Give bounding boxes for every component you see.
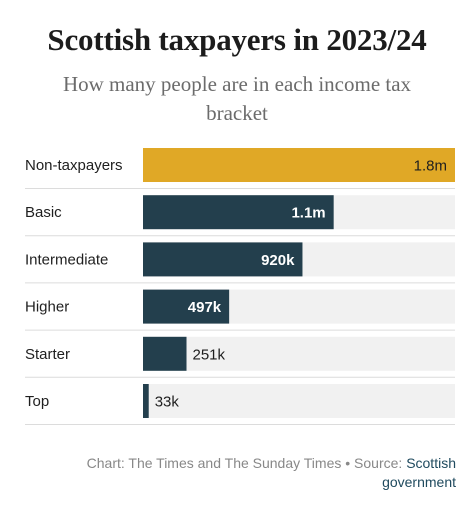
category-label: Non-taxpayers <box>25 157 123 174</box>
chart-rows: Non-taxpayers 1.8m Basic 1.1m Intermediate 92… <box>25 148 455 425</box>
value-label: 1.1m <box>291 205 325 222</box>
chart-title: Scottish taxpayers in 2023/24 <box>47 22 427 57</box>
bar-track <box>143 336 455 371</box>
bar <box>143 384 149 418</box>
category-label: Intermediate <box>25 251 108 268</box>
bar-track <box>143 384 455 418</box>
chart-subtitle: How many people are in each income tax b… <box>62 72 412 125</box>
bar <box>143 148 455 182</box>
category-label: Top <box>25 393 49 410</box>
bar <box>143 336 187 371</box>
bar <box>143 289 230 324</box>
source-link[interactable]: Scottish government <box>382 455 456 490</box>
value-label: 1.8m <box>414 158 447 175</box>
value-label: 251k <box>193 346 226 363</box>
value-label: 33k <box>155 394 180 411</box>
source-note: Chart: The Times and The Sunday Times • … <box>40 454 456 492</box>
category-label: Starter <box>25 346 70 363</box>
value-label: 497k <box>188 299 222 316</box>
category-label: Higher <box>25 299 69 316</box>
bar-chart: Non-taxpayers 1.8m Basic 1.1m Intermediate 92… <box>25 148 455 425</box>
value-label: 920k <box>261 252 295 269</box>
category-label: Basic <box>25 204 62 221</box>
bar <box>143 195 334 230</box>
bar <box>143 242 303 277</box>
source-credit: Chart: The Times and The Sunday Times • … <box>86 455 407 471</box>
